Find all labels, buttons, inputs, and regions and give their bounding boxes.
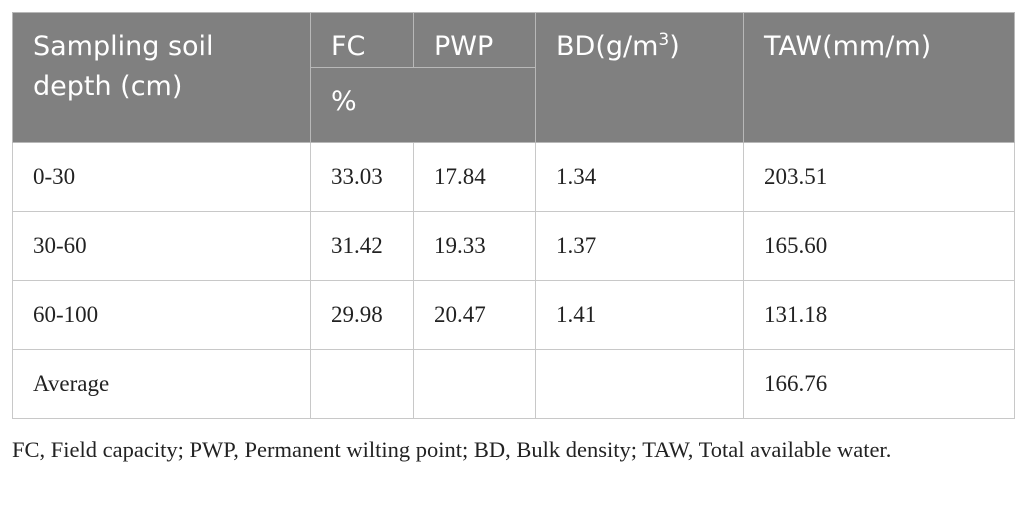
table-cell: 17.84: [413, 142, 536, 212]
table-cell: 166.76: [743, 349, 1015, 419]
header-text: ): [669, 31, 680, 62]
table-cell: 131.18: [743, 280, 1015, 350]
data-table: Sampling soil depth (cm) FC PWP BD(g/m3)…: [12, 12, 1015, 419]
table-cell: 33.03: [310, 142, 414, 212]
table-cell: 30-60: [12, 211, 311, 281]
table-cell: 60-100: [12, 280, 311, 350]
table-cell: [310, 349, 414, 419]
table-cell: 0-30: [12, 142, 311, 212]
header-cell: %: [310, 67, 536, 143]
table-body: 0-30 33.03 17.84 1.34 203.51 30-60 31.42 19.33 1…: [12, 142, 1015, 419]
footnote: FC, Field capacity; PWP, Permanent wilti…: [12, 437, 892, 462]
header-cell: BD(g/m3): [535, 12, 744, 143]
table-row: 30-60 31.42 19.33 1.37 165.60: [12, 211, 1015, 281]
table-cell: 20.47: [413, 280, 536, 350]
table-cell: 165.60: [743, 211, 1015, 281]
header-cell: FC: [310, 12, 414, 68]
header-cell: TAW(mm/m): [743, 12, 1015, 143]
table-row: 0-30 33.03 17.84 1.34 203.51: [12, 142, 1015, 212]
table-cell: 31.42: [310, 211, 414, 281]
table-cell: [535, 349, 744, 419]
header-cell: PWP: [413, 12, 536, 68]
table-cell: Average: [12, 349, 311, 419]
table-cell: 29.98: [310, 280, 414, 350]
table-cell: [413, 349, 536, 419]
table-row: 60-100 29.98 20.47 1.41 131.18: [12, 280, 1015, 350]
table-row: Average 166.76: [12, 349, 1015, 419]
table-cell: 1.41: [535, 280, 744, 350]
superscript: 3: [658, 30, 670, 50]
table-cell: 19.33: [413, 211, 536, 281]
table-cell: 1.34: [535, 142, 744, 212]
table-cell: 1.37: [535, 211, 744, 281]
header-cell: Sampling soil depth (cm): [12, 12, 311, 143]
header-text: BD(g/m: [556, 31, 659, 62]
table-cell: 203.51: [743, 142, 1015, 212]
